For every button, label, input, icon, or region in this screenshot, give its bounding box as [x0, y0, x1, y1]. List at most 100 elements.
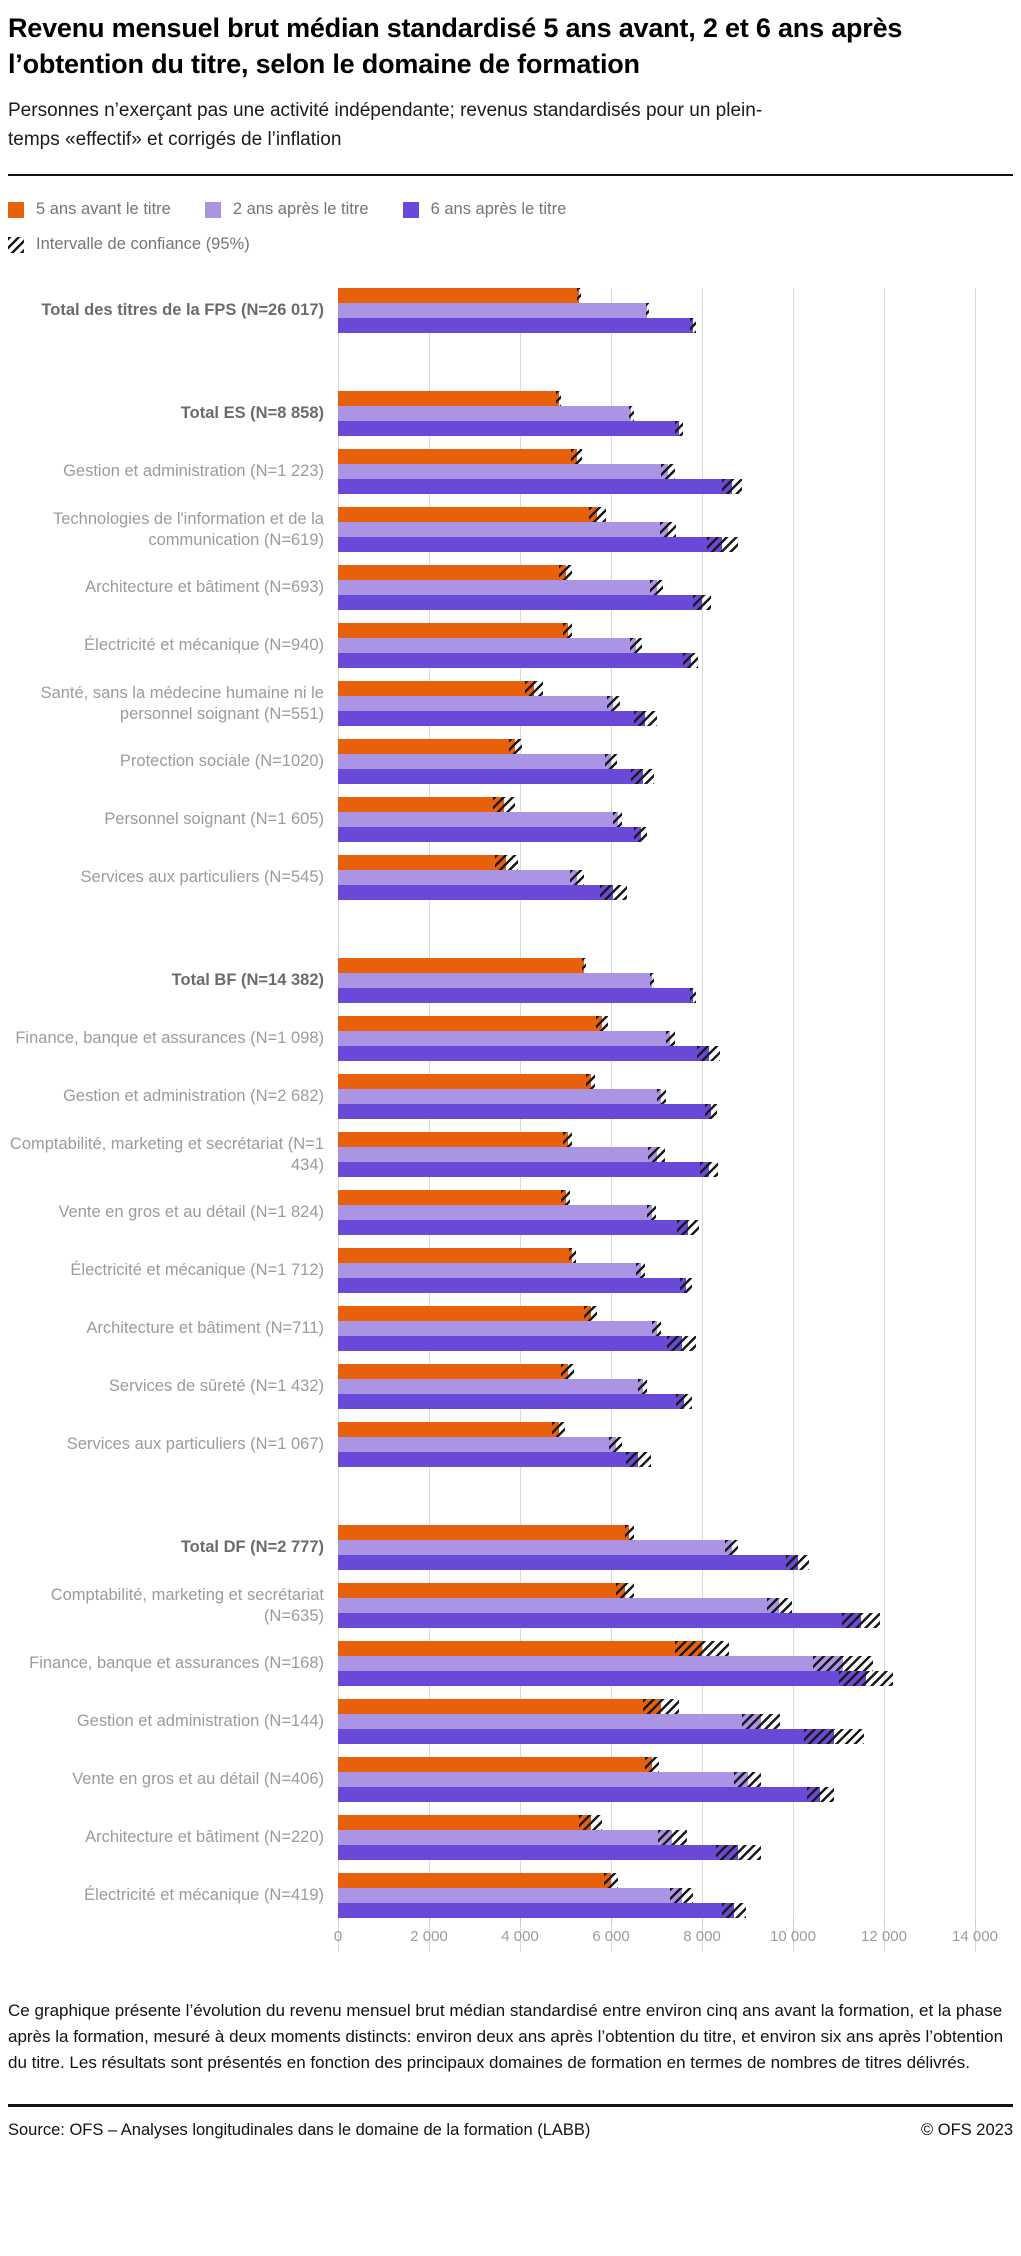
chart-row: Finance, banque et assurances (N=168)	[8, 1641, 1013, 1686]
row-label: Santé, sans la médecine humaine ni le pe…	[40, 683, 324, 723]
x-tick-label: 2 000	[410, 1928, 448, 1945]
confidence-interval-hatch	[613, 812, 623, 827]
confidence-interval-hatch	[699, 1162, 718, 1177]
bar-6-ans-apres	[338, 1787, 821, 1802]
chart-row: Vente en gros et au détail (N=406)	[8, 1757, 1013, 1802]
legend-series-row: 5 ans avant le titre 2 ans après le titre…	[8, 200, 1013, 219]
confidence-interval-hatch	[690, 318, 696, 333]
legend-item-confidence-interval: Intervalle de confiance (95%)	[8, 235, 250, 254]
confidence-interval-hatch	[595, 1016, 609, 1031]
confidence-interval-hatch	[585, 1074, 596, 1089]
confidence-interval-hatch	[715, 1845, 762, 1860]
legend-label: 2 ans après le titre	[232, 200, 369, 218]
row-label: Gestion et administration (N=2 682)	[63, 1087, 324, 1105]
bar-2-ans-apres	[338, 1888, 682, 1903]
bar-6-ans-apres	[338, 885, 614, 900]
confidence-interval-hatch	[633, 711, 657, 726]
row-bars	[338, 391, 975, 436]
row-bars	[338, 1583, 975, 1628]
bar-2-ans-apres	[338, 1830, 673, 1845]
legend: 5 ans avant le titre 2 ans après le titre…	[8, 200, 1013, 254]
bar-6-ans-apres	[338, 1903, 734, 1918]
row-bars	[338, 797, 975, 842]
bar-6-ans-apres	[338, 769, 643, 784]
bar-6-ans-apres	[338, 1613, 862, 1628]
confidence-interval-hatch	[599, 885, 627, 900]
bar-5-ans-avant	[338, 1016, 602, 1031]
confidence-interval-hatch	[742, 1714, 781, 1729]
plot-groups: Total des titres de la FPS (N=26 017) Tot…	[8, 288, 1013, 1918]
chart-row: Vente en gros et au détail (N=1 824)	[8, 1190, 1013, 1235]
confidence-interval-hatch	[581, 958, 586, 973]
row-label: Électricité et mécanique (N=1 712)	[70, 1261, 324, 1279]
chart-row: Finance, banque et assurances (N=1 098)	[8, 1016, 1013, 1061]
bar-5-ans-avant	[338, 1306, 591, 1321]
row-label: Comptabilité, marketing et secrétariat (…	[50, 1585, 324, 1625]
confidence-interval-hatch	[625, 1452, 652, 1467]
confidence-interval-hatch	[786, 1555, 809, 1570]
confidence-interval-hatch	[571, 449, 583, 464]
bar-5-ans-avant	[338, 1248, 573, 1263]
bar-2-ans-apres	[338, 1437, 616, 1452]
bar-5-ans-avant	[338, 1525, 630, 1540]
confidence-interval-hatch	[604, 754, 618, 769]
row-bars	[338, 565, 975, 610]
confidence-interval-hatch	[842, 1613, 881, 1628]
row-bars	[338, 1364, 975, 1409]
bar-2-ans-apres	[338, 754, 611, 769]
chart-row: Personnel soignant (N=1 605)	[8, 797, 1013, 842]
bar-5-ans-avant	[338, 1873, 611, 1888]
confidence-interval-hatch	[648, 1147, 665, 1162]
x-tick-label: 14 000	[952, 1928, 998, 1945]
row-label: Total ES (N=8 858)	[180, 404, 324, 422]
confidence-interval-hatch	[563, 623, 573, 638]
row-bars	[338, 1757, 975, 1802]
chart-row: Total ES (N=8 858)	[8, 391, 1013, 436]
bar-6-ans-apres	[338, 1278, 687, 1293]
legend-ci-row: Intervalle de confiance (95%)	[8, 235, 1013, 254]
confidence-interval-hatch	[804, 1729, 864, 1744]
confidence-interval-hatch	[608, 1437, 623, 1452]
row-label: Protection sociale (N=1020)	[119, 752, 324, 770]
bar-5-ans-avant	[338, 288, 580, 303]
x-tick-label: 0	[333, 1928, 343, 1945]
row-bars	[338, 1422, 975, 1467]
bar-2-ans-apres	[338, 464, 668, 479]
confidence-interval-hatch	[722, 1903, 746, 1918]
row-label: Vente en gros et au détail (N=1 824)	[58, 1203, 324, 1221]
bar-5-ans-avant	[338, 1583, 625, 1598]
bar-6-ans-apres	[338, 1845, 739, 1860]
row-label: Total des titres de la FPS (N=26 017)	[41, 301, 324, 319]
row-label: Total BF (N=14 382)	[171, 971, 324, 989]
row-label: Comptabilité, marketing et secrétariat (…	[9, 1134, 324, 1174]
row-label: Électricité et mécanique (N=419)	[84, 1886, 324, 1904]
bar-2-ans-apres	[338, 1598, 780, 1613]
chart-row: Protection sociale (N=1020)	[8, 739, 1013, 784]
x-tick-mark	[429, 1918, 430, 1925]
bar-2-ans-apres	[338, 1379, 643, 1394]
gridline	[429, 288, 430, 1952]
row-label: Architecture et bâtiment (N=220)	[85, 1828, 324, 1846]
bar-2-ans-apres	[338, 1321, 657, 1336]
bar-6-ans-apres	[338, 653, 691, 668]
confidence-interval-hatch	[674, 1641, 730, 1656]
confidence-interval-hatch	[675, 1394, 692, 1409]
confidence-interval-hatch	[631, 769, 655, 784]
x-tick-mark	[884, 1918, 885, 1925]
chart-row: Services de sûreté (N=1 432)	[8, 1364, 1013, 1409]
chart-row: Gestion et administration (N=144)	[8, 1699, 1013, 1744]
chart-row: Électricité et mécanique (N=419)	[8, 1873, 1013, 1918]
confidence-interval-hatch	[669, 1888, 694, 1903]
chart-subtitle: Personnes n’exerçant pas une activité in…	[8, 100, 763, 150]
row-bars	[338, 681, 975, 726]
x-tick-label: 12 000	[861, 1928, 907, 1945]
bar-2-ans-apres	[338, 1205, 652, 1220]
bar-6-ans-apres	[338, 827, 641, 842]
confidence-interval-hatch	[766, 1598, 793, 1613]
bar-6-ans-apres	[338, 1162, 709, 1177]
confidence-interval-hatch	[628, 406, 635, 421]
bar-6-ans-apres	[338, 711, 646, 726]
chart-row: Architecture et bâtiment (N=220)	[8, 1815, 1013, 1860]
x-tick-label: 8 000	[683, 1928, 721, 1945]
bar-5-ans-avant	[338, 739, 516, 754]
